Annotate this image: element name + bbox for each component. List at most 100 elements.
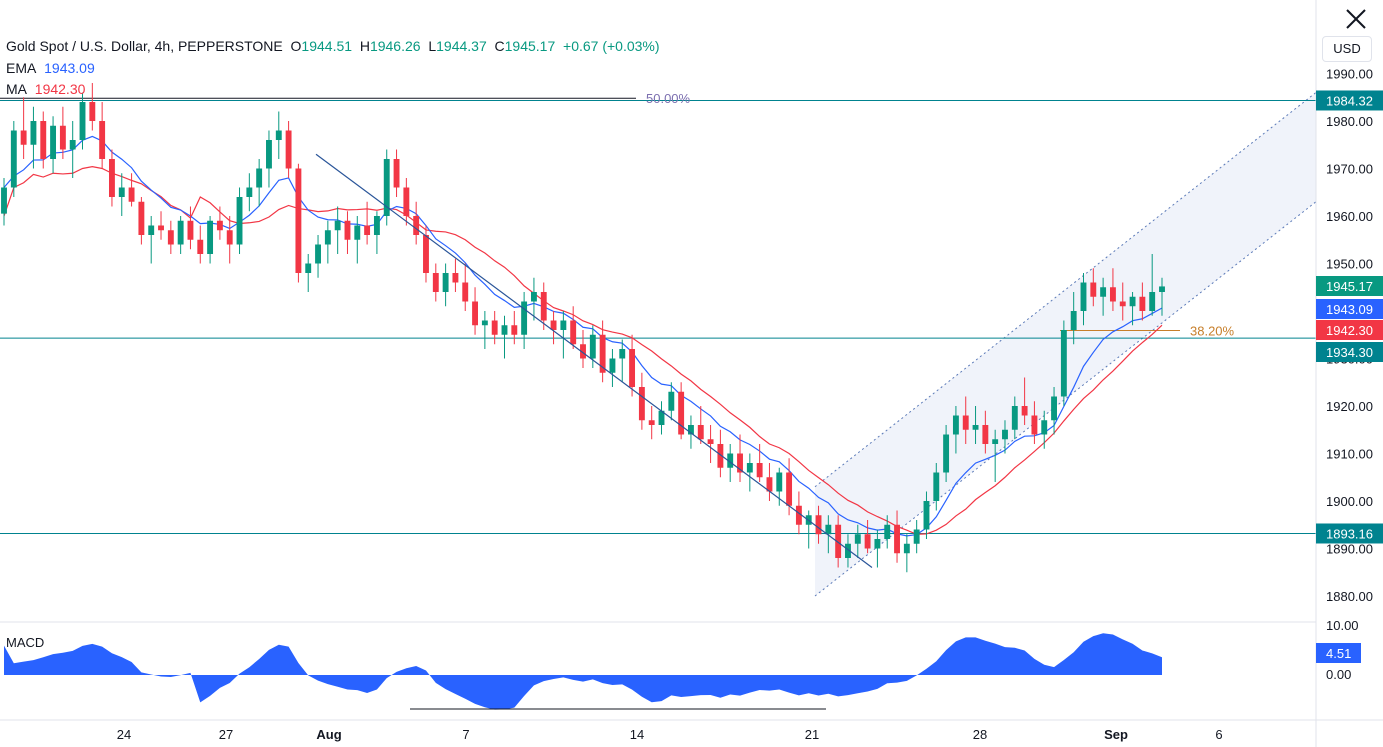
price-tag-bg xyxy=(1316,342,1383,362)
candle-body xyxy=(648,420,655,425)
candle xyxy=(423,225,429,283)
candle xyxy=(1070,292,1077,345)
price-tag-bg xyxy=(1316,90,1383,111)
candle-body xyxy=(491,320,498,335)
close-icon[interactable] xyxy=(1343,6,1369,32)
candle-body xyxy=(1031,415,1038,435)
price-tick-label: 1900.00 xyxy=(1326,494,1373,509)
ma-legend[interactable]: MA 1942.30 xyxy=(6,81,85,97)
candle-body xyxy=(393,159,400,188)
candle-body xyxy=(187,220,194,240)
candle-body xyxy=(158,225,164,231)
candle-body xyxy=(383,159,390,216)
currency-selector[interactable]: USD xyxy=(1322,36,1372,62)
candle-body xyxy=(207,220,214,254)
time-axis[interactable]: 24 27 Aug 7 14 21 28 Sep 6 xyxy=(117,727,1223,742)
ema-legend[interactable]: EMA 1943.09 xyxy=(6,60,95,76)
candle xyxy=(118,173,125,216)
candle-body xyxy=(30,121,37,145)
candle xyxy=(962,396,969,444)
candle-body xyxy=(952,415,959,435)
candle-body xyxy=(373,216,380,235)
fibonacci-levels[interactable]: 50.00% 38.20% xyxy=(0,91,1235,338)
candle xyxy=(717,429,724,478)
candle-body xyxy=(1129,296,1136,307)
price-tag-bg xyxy=(1316,320,1383,340)
candle-body xyxy=(678,391,685,435)
candle-body xyxy=(442,273,449,292)
candle xyxy=(815,505,822,544)
ema-line xyxy=(3,135,1163,537)
candle-body xyxy=(923,501,930,530)
candle xyxy=(884,515,891,549)
candle-body xyxy=(825,524,832,535)
candle xyxy=(1021,377,1028,425)
candle xyxy=(589,325,596,368)
candle-body xyxy=(570,320,577,345)
macd-label: MACD xyxy=(6,635,45,650)
price-tag-label: 1943.09 xyxy=(1326,302,1373,317)
candle xyxy=(638,372,645,430)
macd-pane xyxy=(4,633,1162,710)
trendline[interactable] xyxy=(315,153,873,568)
symbol-legend[interactable]: Gold Spot / U.S. Dollar, 4h, PEPPERSTONE… xyxy=(6,38,660,54)
candle xyxy=(776,467,783,506)
candle-body xyxy=(1002,429,1008,440)
candle-body xyxy=(638,387,645,421)
candle xyxy=(501,315,508,359)
candle xyxy=(825,515,832,554)
candle xyxy=(1002,420,1008,454)
candle-body xyxy=(109,159,115,197)
macd-legend[interactable]: MACD xyxy=(6,635,44,650)
candle-body xyxy=(481,320,488,326)
candle-body xyxy=(1090,282,1097,297)
candle xyxy=(452,258,459,292)
candle xyxy=(619,339,626,383)
macd-histogram xyxy=(4,633,1162,710)
candle-body xyxy=(972,425,979,430)
candle-body xyxy=(776,472,783,492)
candle xyxy=(521,292,528,349)
macd-axis[interactable]: 10.00 0.00 4.51 xyxy=(1316,618,1361,682)
symbol-title: Gold Spot / U.S. Dollar, 4h, PEPPERSTONE xyxy=(6,38,283,54)
candle xyxy=(530,277,537,321)
time-tick-label: 24 xyxy=(117,727,131,742)
ma-line xyxy=(3,165,1163,535)
candle xyxy=(40,111,47,169)
candle xyxy=(89,83,96,131)
downtrend-line[interactable] xyxy=(315,153,873,568)
channel-upper-line[interactable] xyxy=(814,92,1316,488)
candle xyxy=(236,187,243,254)
candle xyxy=(128,173,135,207)
candle xyxy=(158,211,164,240)
candle xyxy=(737,434,743,482)
price-tags: 1984.32 1934.30 1893.16 1945.17 1943.09 1942.… xyxy=(1316,90,1383,544)
candle-body xyxy=(59,125,66,150)
candle-body xyxy=(305,263,312,273)
candle-body xyxy=(786,472,793,506)
high-label: H xyxy=(359,38,370,54)
candle-body xyxy=(40,121,47,159)
candle-body xyxy=(511,325,518,335)
candle xyxy=(805,510,812,549)
fib-38-label: 38.20% xyxy=(1190,323,1235,338)
candle xyxy=(599,320,606,383)
candle xyxy=(560,311,567,359)
candle-body xyxy=(1021,406,1028,416)
candle xyxy=(275,111,282,159)
candle-body xyxy=(1060,330,1067,397)
candle-body xyxy=(452,273,459,283)
candle-body xyxy=(324,230,331,245)
candle-body xyxy=(560,320,567,330)
candle xyxy=(1149,254,1156,316)
candle xyxy=(187,206,194,250)
candle-body xyxy=(795,505,802,525)
candle xyxy=(207,216,214,264)
price-tag-label: 1945.17 xyxy=(1326,279,1373,294)
candle-body xyxy=(344,220,351,240)
price-tick-label: 1990.00 xyxy=(1326,67,1373,82)
close-label: C xyxy=(494,38,505,54)
horizontal-levels[interactable] xyxy=(0,99,1316,534)
candle-body xyxy=(864,534,871,549)
